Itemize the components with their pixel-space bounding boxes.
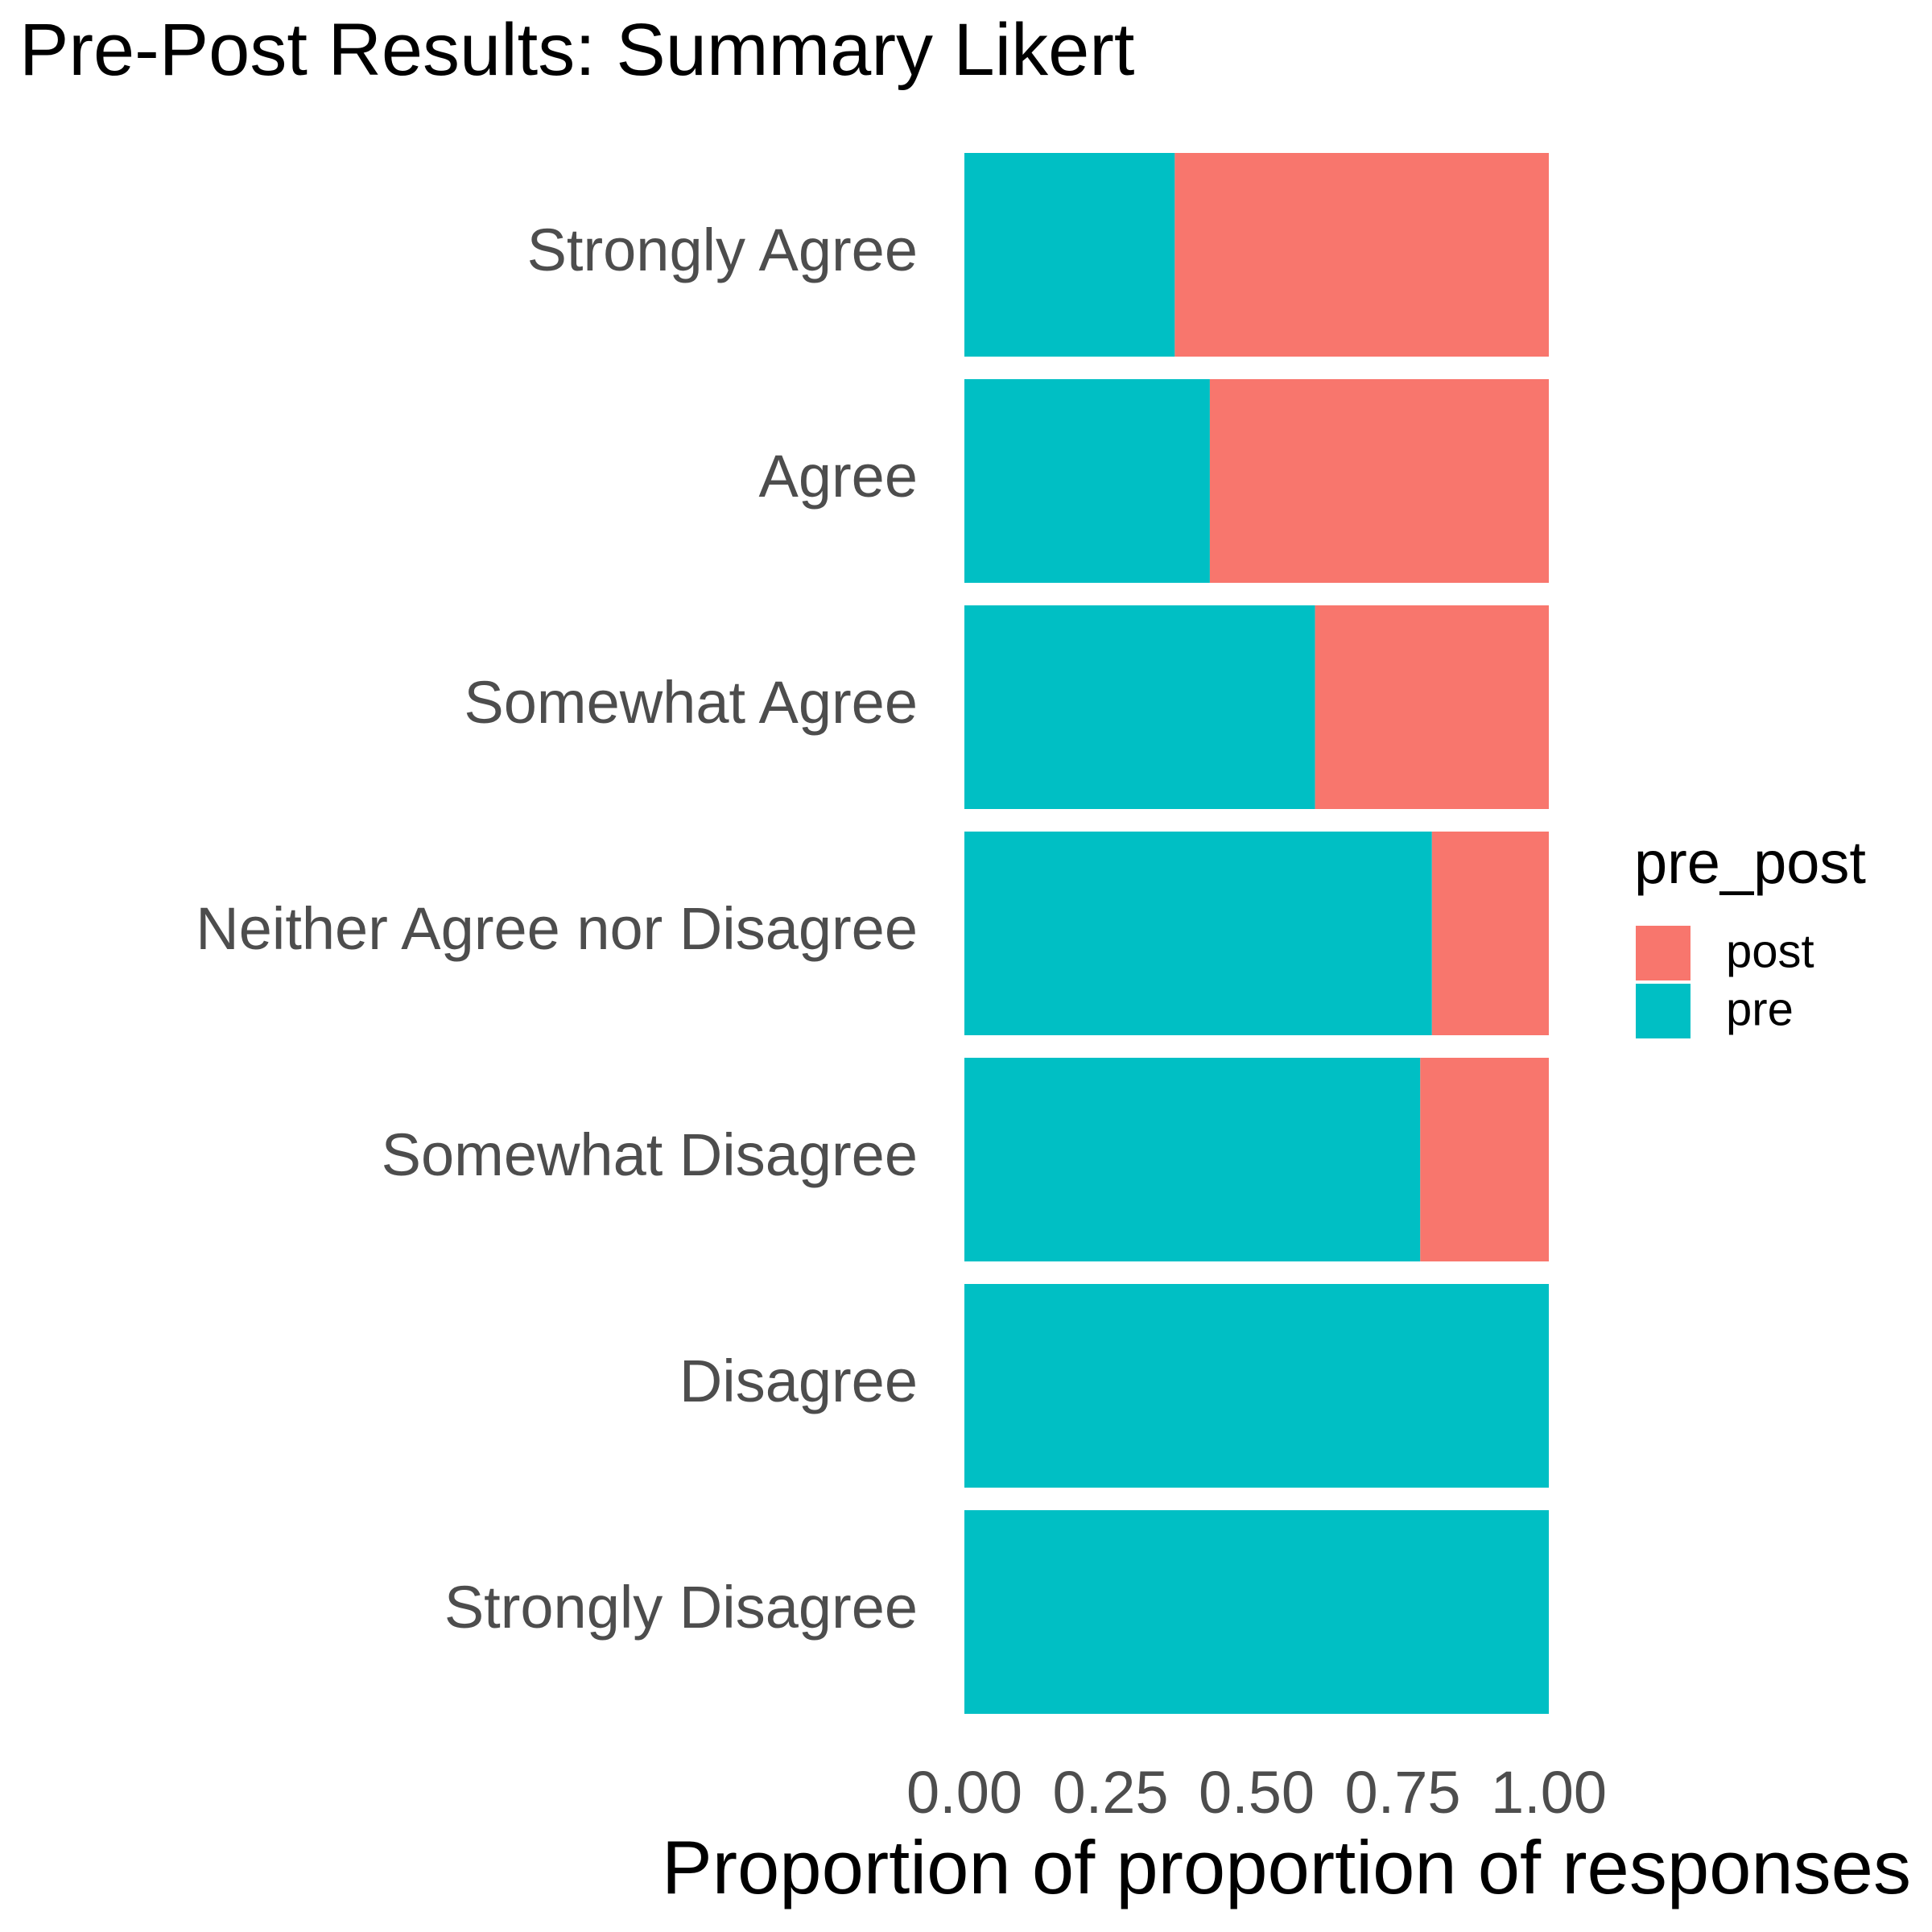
legend-title: pre_post — [1634, 829, 1866, 896]
x-tick-label: 0.75 — [1344, 1759, 1460, 1826]
x-tick-label: 0.50 — [1199, 1759, 1315, 1826]
bar-somewhat-agree-pre — [964, 605, 1315, 809]
y-tick-label: Somewhat Agree — [464, 669, 918, 736]
y-tick-label: Somewhat Disagree — [382, 1121, 918, 1188]
bar-agree-pre — [964, 379, 1210, 583]
y-axis-ticks: Strongly Agree Agree Somewhat Agree Neither… — [196, 217, 918, 1641]
bars-group — [964, 153, 1549, 1714]
x-axis-ticks: 0.00 0.25 0.50 0.75 1.00 — [906, 1759, 1607, 1826]
bar-somewhat-disagree-post — [1420, 1058, 1549, 1261]
y-tick-label: Agree — [759, 443, 918, 510]
bar-strongly-disagree-pre — [964, 1510, 1549, 1714]
bar-somewhat-agree-post — [1315, 605, 1549, 809]
chart-title: Pre-Post Results: Summary Likert — [19, 9, 1135, 91]
legend-items: post pre — [1636, 925, 1814, 1038]
bar-agree-post — [1209, 379, 1549, 583]
legend-label-post: post — [1726, 925, 1814, 977]
legend: pre_post post pre — [1634, 829, 1866, 1038]
y-tick-label: Strongly Agree — [527, 217, 918, 283]
y-tick-label: Neither Agree nor Disagree — [196, 895, 918, 962]
x-axis-label: Proportion of proportion of responses — [662, 1825, 1911, 1909]
y-tick-label: Disagree — [679, 1348, 918, 1414]
bar-neither-agree-nor-disagree-pre — [964, 832, 1432, 1035]
legend-swatch-pre — [1636, 984, 1690, 1038]
bar-strongly-agree-post — [1174, 153, 1549, 357]
bar-somewhat-disagree-pre — [964, 1058, 1421, 1261]
x-tick-label: 0.25 — [1052, 1759, 1168, 1826]
bar-neither-agree-nor-disagree-post — [1431, 832, 1549, 1035]
legend-label-pre: pre — [1726, 983, 1794, 1035]
x-tick-label: 0.00 — [906, 1759, 1022, 1826]
legend-swatch-post — [1636, 926, 1690, 980]
bar-strongly-agree-pre — [964, 153, 1175, 357]
y-tick-label: Strongly Disagree — [444, 1574, 918, 1641]
x-tick-label: 1.00 — [1491, 1759, 1607, 1826]
bar-disagree-pre — [964, 1284, 1549, 1488]
